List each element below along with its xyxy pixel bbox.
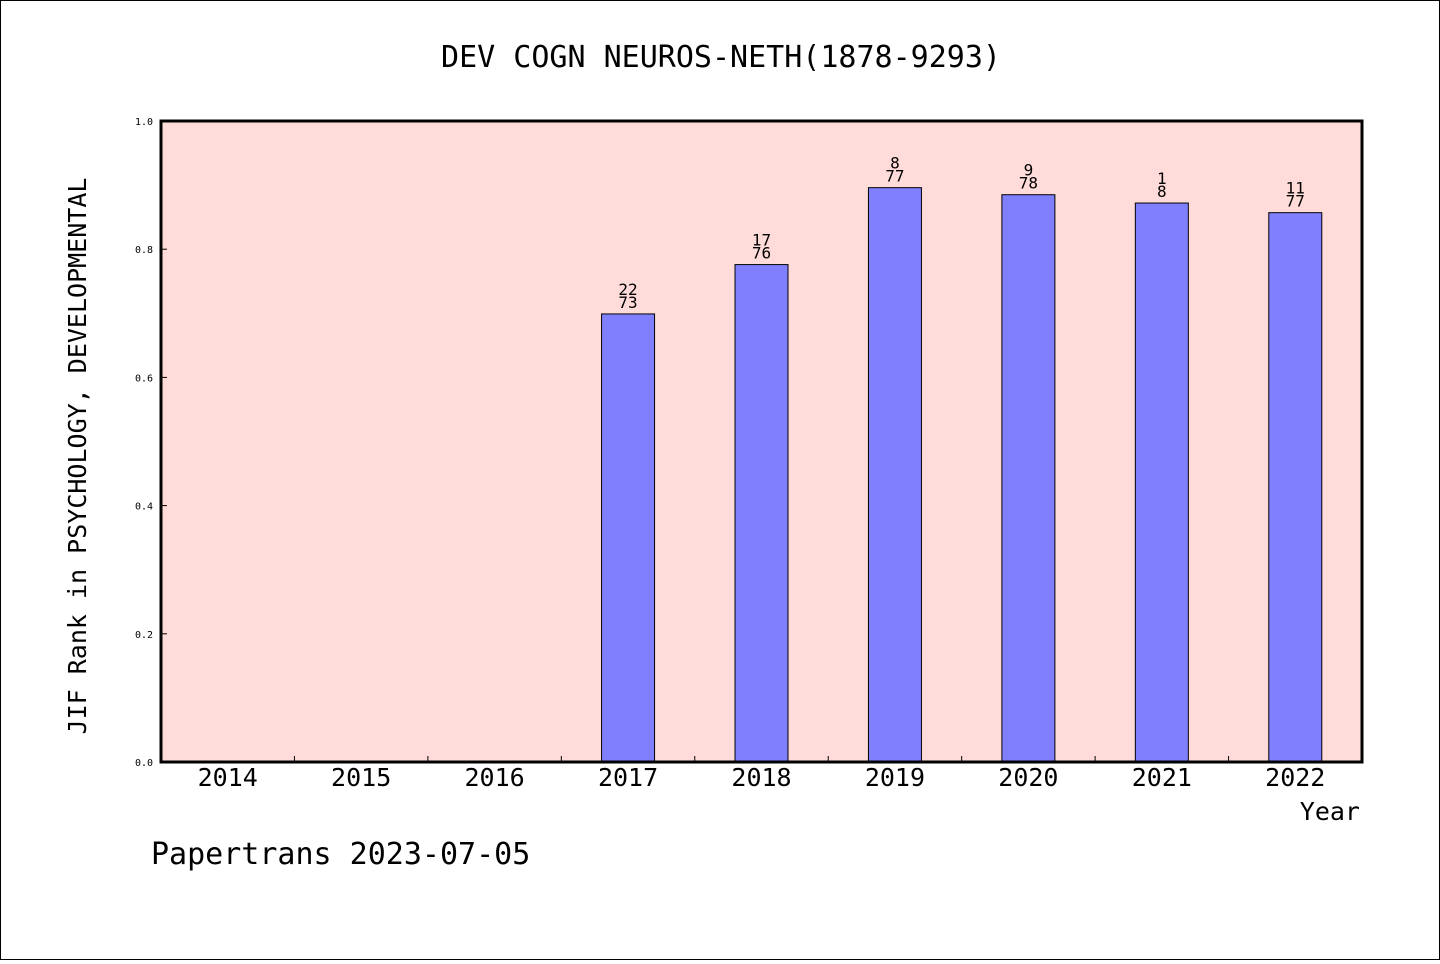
x-tick-label: 2015 [331,763,391,792]
plot-border [159,119,1364,764]
x-tick-label: 2014 [198,763,258,792]
data-label-rank: 17 [752,231,771,250]
footer-credit: Papertrans 2023-07-05 [151,837,530,872]
data-label-total: 8 [1157,182,1167,201]
bar-2018 [734,264,789,763]
x-axis-label: Year [1300,797,1360,826]
data-label-rank: 8 [890,154,900,173]
chart-title: DEV COGN NEUROS-NETH(1878-9293) [441,40,1001,75]
bar-2020 [1001,194,1056,763]
bar-2017 [601,313,656,763]
x-tick-label: 2020 [998,763,1058,792]
x-tick-label: 2021 [1132,763,1192,792]
y-tick-label: 0.0 [135,758,153,769]
data-label-rank: 9 [1024,161,1034,180]
data-label-rank: 22 [618,280,637,299]
y-tick-label: 0.4 [135,502,153,513]
data-label-rank: 11 [1286,179,1305,198]
x-tick-label: 2016 [465,763,525,792]
data-label-total: 78 [1019,174,1038,193]
x-tick-label: 2022 [1265,763,1325,792]
y-tick-label: 1.0 [135,117,153,128]
y-tick-label: 0.6 [135,373,153,384]
bar-2022 [1268,212,1323,763]
data-label-total: 73 [618,293,637,312]
bar-2019 [867,187,922,763]
data-label-total: 77 [885,167,904,186]
x-tick-label: 2017 [598,763,658,792]
axis-ticks: 0.0 0.2 0.4 0.6 0.8 1.0 2014 2015 2016 2017 2018 20… [135,117,1325,792]
y-tick-label: 0.2 [135,630,153,641]
data-label-total: 76 [752,244,771,263]
y-axis-label: JIF Rank in PSYCHOLOGY, DEVELOPMENTAL [63,178,92,735]
bar-2021 [1134,202,1189,763]
data-label-rank: 1 [1157,169,1167,188]
x-tick-label: 2019 [865,763,925,792]
x-tick-label: 2018 [731,763,791,792]
y-tick-label: 0.8 [135,245,153,256]
data-label-total: 77 [1286,192,1305,211]
